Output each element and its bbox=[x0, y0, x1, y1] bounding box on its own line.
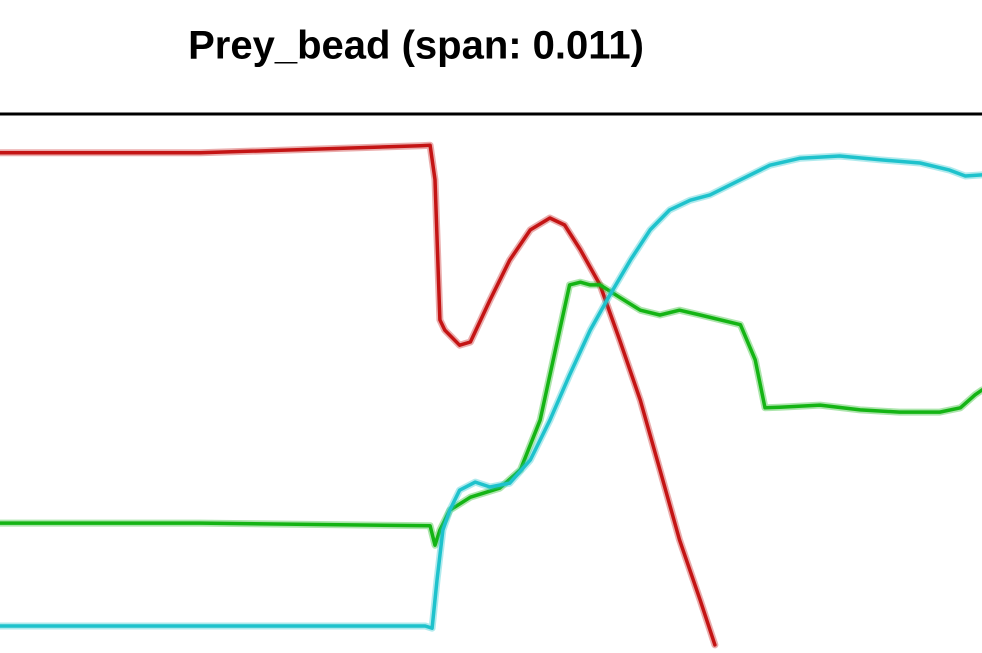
series-line bbox=[0, 154, 982, 630]
series-line bbox=[0, 280, 982, 547]
chart-title: Prey_bead (span: 0.011) bbox=[188, 24, 644, 68]
plot-area bbox=[0, 141, 982, 649]
series-halo bbox=[0, 278, 982, 549]
series-line bbox=[0, 143, 717, 647]
series-halo bbox=[0, 152, 982, 632]
series-halo bbox=[0, 141, 719, 649]
